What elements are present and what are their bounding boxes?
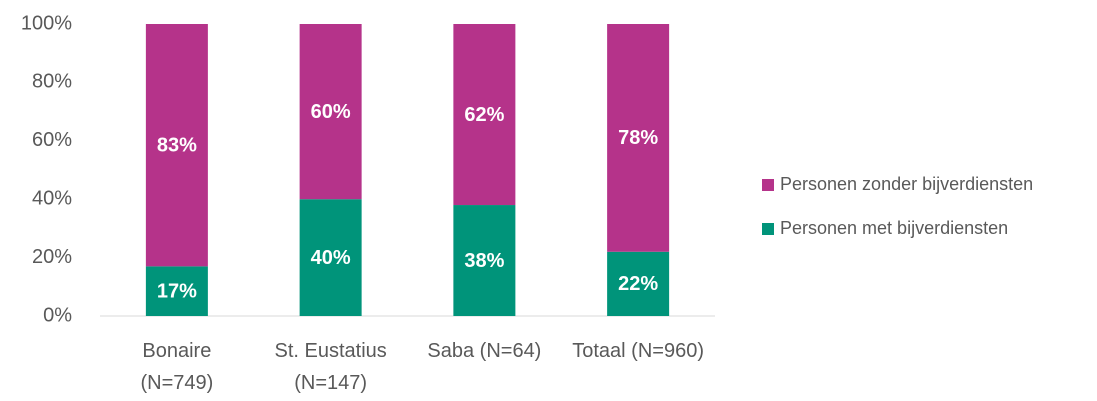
data-label: 83% xyxy=(157,134,197,156)
data-label: 60% xyxy=(311,101,351,123)
y-tick-label: 20% xyxy=(32,246,72,268)
data-label: 62% xyxy=(464,104,504,126)
bar-segment xyxy=(145,24,208,267)
data-label: 22% xyxy=(618,273,658,295)
x-tick-label: St. Eustatius (N=147) xyxy=(274,340,386,394)
y-tick-label: 80% xyxy=(32,71,72,93)
y-tick-label: 100% xyxy=(21,12,72,34)
bar-segment xyxy=(299,24,362,200)
legend-label: Personen zonder bijverdiensten xyxy=(780,174,1033,194)
bar-segment xyxy=(453,205,516,316)
bar-segment xyxy=(299,199,362,316)
data-label: 78% xyxy=(618,127,658,149)
bar-segment xyxy=(453,24,516,206)
data-label: 38% xyxy=(464,250,504,272)
x-tick-label: Totaal (N=960) xyxy=(572,340,704,362)
bar-segment xyxy=(145,266,208,316)
data-label: 40% xyxy=(311,247,351,269)
y-tick-label: 0% xyxy=(43,304,72,326)
y-tick-label: 40% xyxy=(32,187,72,209)
legend-label: Personen met bijverdiensten xyxy=(780,218,1008,238)
x-tick-label: Saba (N=64) xyxy=(427,340,541,362)
data-label: 17% xyxy=(157,280,197,302)
bar-segment xyxy=(607,24,670,252)
legend-swatch xyxy=(762,179,774,191)
y-tick-label: 60% xyxy=(32,129,72,151)
x-tick-label: Bonaire (N=749) xyxy=(140,340,213,394)
legend-swatch xyxy=(762,223,774,235)
bar-segment xyxy=(607,251,670,316)
